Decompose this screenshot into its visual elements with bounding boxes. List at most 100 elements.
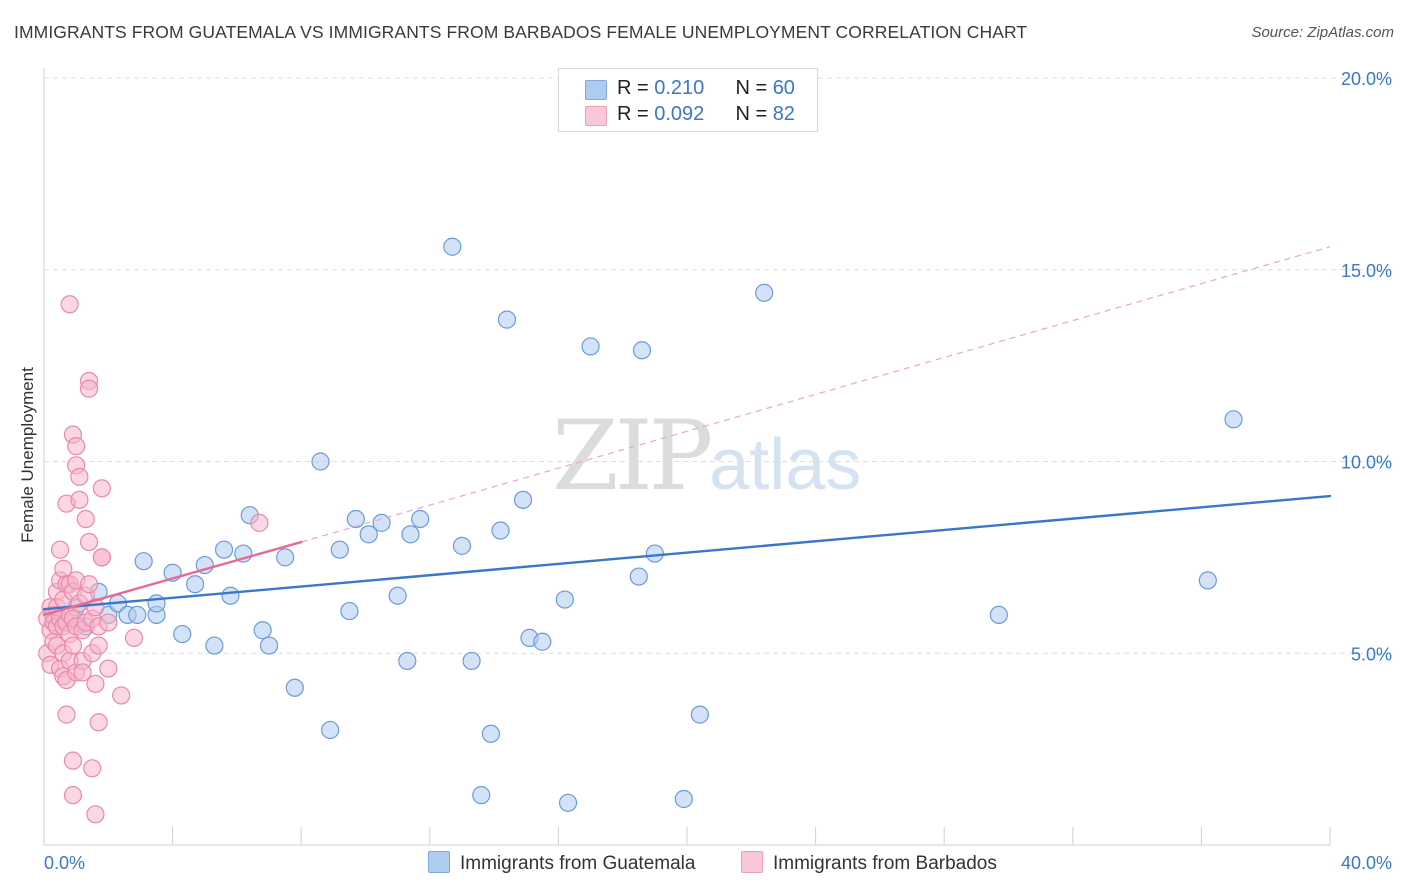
- barbados-point: [76, 509, 95, 529]
- guatemala-point: [346, 509, 365, 529]
- barbados-point: [79, 532, 99, 552]
- correlation-legend: R = 0.210 N = 60 R = 0.092 N = 82: [558, 68, 818, 132]
- barbados-point: [79, 379, 99, 398]
- guatemala-point: [372, 513, 391, 532]
- y-tick-label: 10.0%: [1341, 453, 1392, 473]
- guatemala-point: [581, 337, 600, 356]
- barbados-point: [70, 467, 89, 486]
- barbados-point: [83, 759, 102, 778]
- barbados-point: [86, 805, 105, 824]
- bottom-legend-swatch-blue: [428, 851, 450, 873]
- barbados-point: [67, 437, 86, 456]
- bottom-legend-label: Immigrants from Guatemala: [460, 853, 696, 874]
- guatemala-point: [147, 594, 166, 613]
- guatemala-point: [330, 540, 349, 559]
- guatemala-trend-line: [42, 494, 1332, 611]
- barbados-point: [63, 751, 83, 770]
- tick-labels: 5.0% 10.0% 15.0% 20.0% 0.0% 40.0%: [44, 69, 1392, 873]
- guatemala-point: [388, 586, 407, 605]
- axes: [43, 68, 1331, 846]
- bottom-legend-guatemala: Immigrants from Guatemala: [428, 851, 695, 875]
- guatemala-point: [340, 601, 359, 621]
- guatemala-point: [128, 605, 147, 625]
- legend-r-value: 0.092: [654, 103, 705, 125]
- barbados-point: [92, 548, 111, 567]
- zipatlas-watermark: ZIPatlas: [552, 400, 861, 512]
- guatemala-point: [452, 536, 472, 555]
- bottom-legend-label: Immigrants from Barbados: [773, 853, 997, 874]
- legend-n-label: N =: [735, 103, 773, 125]
- barbados-point: [63, 636, 83, 655]
- barbados-point: [92, 479, 111, 498]
- guatemala-point: [462, 651, 481, 671]
- gridlines: [44, 77, 1392, 654]
- barbados-point: [79, 575, 99, 594]
- guatemala-point: [1224, 410, 1243, 429]
- guatemala-point: [398, 651, 417, 671]
- barbados-point: [112, 686, 131, 705]
- bottom-legend-swatch-pink: [741, 851, 763, 873]
- y-tick-label: 20.0%: [1341, 69, 1392, 89]
- guatemala-point: [629, 567, 648, 586]
- barbados-point: [86, 674, 105, 694]
- x-tick-label-min: 0.0%: [44, 853, 85, 873]
- guatemala-point: [186, 575, 205, 594]
- guatemala-point: [134, 552, 153, 571]
- x-tick-label-max: 40.0%: [1341, 853, 1392, 873]
- barbados-point: [60, 295, 79, 314]
- watermark-atlas: atlas: [709, 425, 862, 505]
- legend-r-label: R =: [617, 77, 655, 99]
- legend-n-value: 60: [772, 77, 795, 99]
- bottom-legend-barbados: Immigrants from Barbados: [741, 851, 997, 875]
- barbados-point: [124, 628, 144, 648]
- barbados-point: [63, 786, 83, 805]
- source-label: Source: ZipAtlas.com: [1251, 24, 1394, 41]
- trend-lines: [42, 246, 1332, 617]
- guatemala-point: [276, 548, 295, 567]
- guatemala-point: [205, 636, 224, 655]
- guatemala-point: [359, 525, 378, 544]
- guatemala-point: [755, 283, 774, 302]
- legend-n-label: N =: [735, 77, 773, 99]
- barbados-trend-extension: [301, 246, 1331, 543]
- guatemala-point: [259, 636, 279, 655]
- barbados-point: [70, 490, 89, 509]
- legend-n-value: 82: [772, 103, 795, 125]
- guatemala-point: [472, 786, 491, 805]
- guatemala-points: [67, 237, 1243, 812]
- barbados-point: [99, 613, 118, 632]
- guatemala-point: [401, 525, 420, 544]
- legend-swatch-blue: [585, 80, 607, 100]
- barbados-trend-line: [42, 540, 303, 617]
- guatemala-point: [221, 586, 240, 605]
- legend-r-value: 0.210: [654, 77, 705, 99]
- barbados-point: [86, 598, 105, 617]
- guatemala-point: [214, 540, 234, 559]
- guatemala-point: [173, 624, 192, 644]
- barbados-point: [89, 713, 108, 732]
- barbados-point: [50, 540, 70, 559]
- barbados-point: [57, 705, 76, 724]
- barbados-point: [89, 636, 108, 655]
- y-tick-label: 5.0%: [1351, 644, 1392, 664]
- y-tick-label: 15.0%: [1341, 261, 1392, 281]
- guatemala-point: [1198, 571, 1217, 590]
- watermark-zip: ZIP: [552, 400, 713, 512]
- legend-swatch-pink: [585, 106, 607, 126]
- guatemala-point: [674, 789, 693, 809]
- legend-r-label: R =: [617, 103, 655, 125]
- guatemala-point: [690, 705, 709, 724]
- barbados-point: [73, 663, 92, 682]
- guatemala-point: [497, 310, 517, 329]
- guatemala-point: [558, 793, 578, 812]
- guatemala-point: [513, 490, 533, 509]
- barbados-point: [250, 513, 269, 532]
- guatemala-point: [632, 341, 652, 360]
- guatemala-point: [285, 678, 304, 697]
- chart-title: IMMIGRANTS FROM GUATEMALA VS IMMIGRANTS …: [14, 22, 1028, 42]
- guatemala-point: [411, 509, 430, 529]
- barbados-point: [99, 659, 118, 678]
- guatemala-point: [491, 521, 510, 540]
- guatemala-point: [645, 544, 664, 563]
